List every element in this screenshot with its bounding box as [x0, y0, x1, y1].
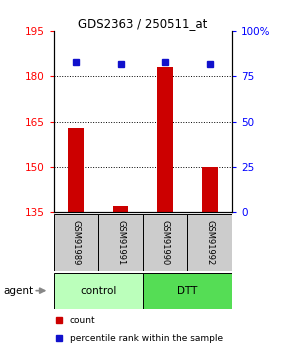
- Text: GSM91991: GSM91991: [116, 220, 125, 265]
- Text: GSM91989: GSM91989: [71, 220, 80, 265]
- Bar: [54, 214, 98, 271]
- Bar: [187, 214, 232, 271]
- Text: percentile rank within the sample: percentile rank within the sample: [70, 334, 223, 343]
- Text: DTT: DTT: [177, 286, 197, 296]
- Bar: [98, 214, 143, 271]
- Bar: [143, 273, 232, 309]
- Text: GSM91992: GSM91992: [205, 220, 214, 265]
- Bar: [54, 273, 143, 309]
- Bar: [68, 128, 84, 212]
- Title: GDS2363 / 250511_at: GDS2363 / 250511_at: [78, 17, 208, 30]
- Text: agent: agent: [3, 286, 33, 296]
- Bar: [157, 67, 173, 212]
- Bar: [143, 214, 187, 271]
- Bar: [113, 206, 128, 212]
- Text: count: count: [70, 316, 95, 325]
- Text: GSM91990: GSM91990: [161, 220, 170, 265]
- Bar: [202, 167, 218, 212]
- Text: control: control: [80, 286, 116, 296]
